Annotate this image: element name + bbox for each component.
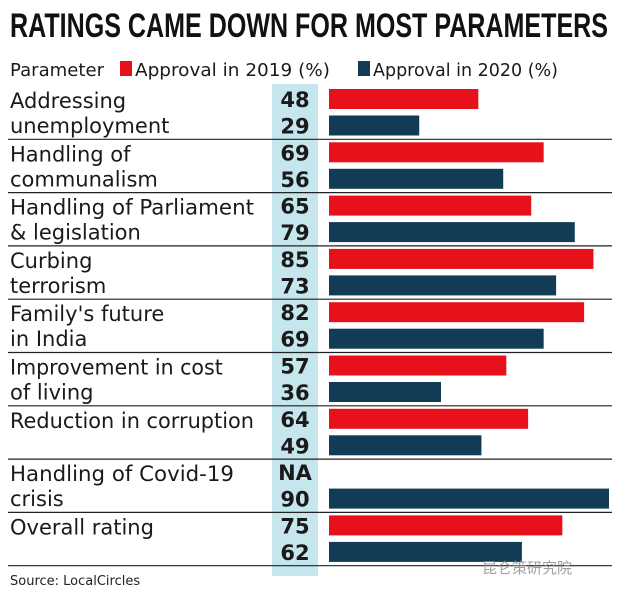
value-label: 90 — [280, 488, 309, 512]
value-column-band — [272, 84, 318, 576]
value-label: 82 — [280, 301, 309, 325]
watermark: 昆仑策研究院 — [482, 559, 573, 577]
legend-label-2019: Approval in 2019 (%) — [135, 60, 330, 81]
value-label: 79 — [280, 221, 309, 245]
category-label: & legislation — [10, 221, 141, 245]
bar-2020 — [329, 541, 522, 562]
source-note: Source: LocalCircles — [10, 574, 141, 589]
bar-2019 — [329, 248, 594, 269]
category-label: Addressing — [10, 89, 126, 113]
chart-title: RATINGS CAME DOWN FOR MOST PARAMETERS — [10, 7, 608, 45]
bar-2020 — [329, 168, 504, 189]
value-label: 56 — [280, 168, 309, 192]
bar-2019 — [329, 355, 507, 376]
value-label: 69 — [280, 141, 309, 165]
bar-2019 — [329, 408, 529, 429]
category-label: Handling of Covid-19 — [10, 462, 234, 486]
value-label: 85 — [280, 248, 309, 272]
value-label: 36 — [280, 381, 309, 405]
value-label: 75 — [280, 514, 309, 538]
category-label: crisis — [10, 487, 64, 511]
category-label: terrorism — [10, 274, 106, 298]
bar-2019 — [329, 142, 544, 163]
bar-2020 — [329, 488, 609, 509]
category-label: Family's future — [10, 302, 164, 326]
bar-2020 — [329, 382, 441, 402]
category-label: of living — [10, 381, 94, 405]
bar-2019 — [329, 89, 479, 109]
value-label: 62 — [280, 541, 309, 565]
category-label: Improvement in cost — [10, 356, 223, 380]
category-label: communalism — [10, 167, 158, 191]
legend-category-header: Parameter — [10, 60, 105, 81]
value-label: 48 — [280, 88, 309, 112]
legend-label-2020: Approval in 2020 (%) — [373, 60, 558, 81]
bar-2020 — [329, 275, 557, 296]
category-label: in India — [10, 327, 87, 351]
value-label: 65 — [280, 195, 309, 219]
bar-2020 — [329, 435, 482, 456]
value-label: 29 — [280, 115, 309, 139]
value-label: 49 — [280, 434, 309, 458]
category-label: Curbing — [10, 249, 92, 273]
bar-2020 — [329, 222, 575, 243]
bar-2020 — [329, 328, 544, 349]
legend-swatch-2019 — [120, 61, 132, 76]
value-label: 69 — [280, 328, 309, 352]
value-label: 73 — [280, 274, 309, 298]
value-label: 57 — [280, 355, 309, 379]
value-label: NA — [278, 461, 313, 485]
category-label: Handling of Parliament — [10, 196, 254, 220]
category-label: Overall rating — [10, 515, 154, 539]
legend: Parameter Approval in 2019 (%) Approval … — [10, 60, 558, 81]
value-label: 64 — [280, 408, 309, 432]
bar-2019 — [329, 515, 563, 536]
bar-2019 — [329, 302, 585, 323]
category-label: Reduction in corruption — [10, 409, 254, 433]
category-label: unemployment — [10, 114, 169, 138]
category-label: Handling of — [10, 142, 131, 166]
legend-swatch-2020 — [358, 61, 370, 76]
bar-2019 — [329, 195, 532, 216]
bar-2020 — [329, 115, 420, 136]
